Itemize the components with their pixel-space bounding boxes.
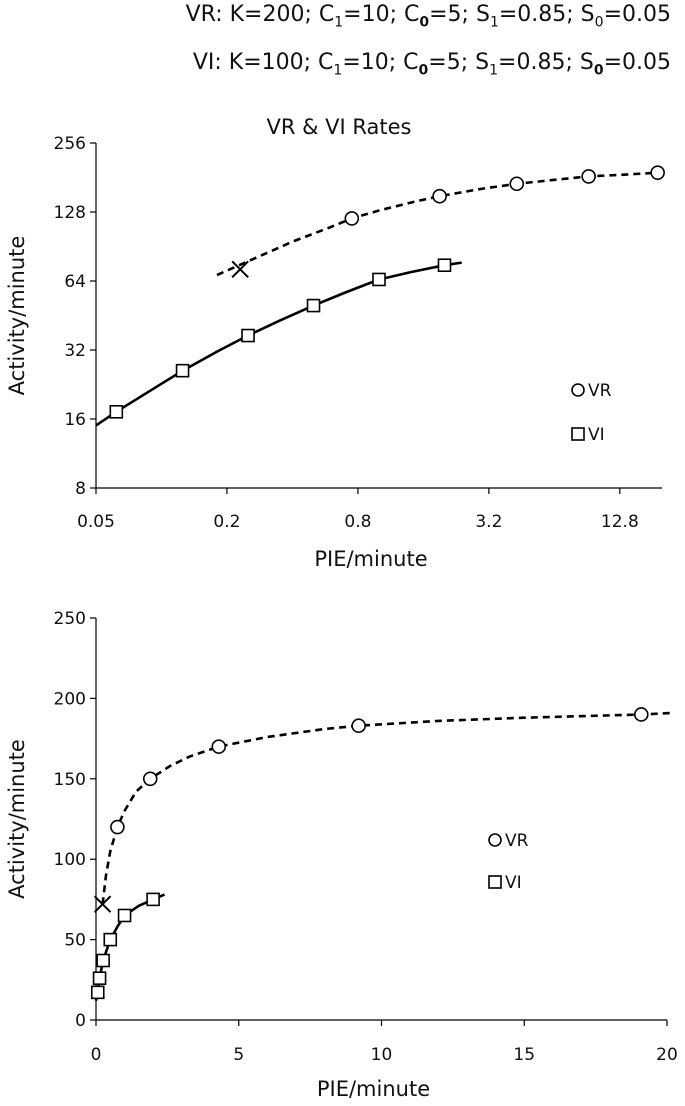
- vi-c1-value: =10; C: [342, 50, 419, 75]
- vr-data-point: [211, 739, 227, 754]
- vi-data-point: [109, 405, 124, 419]
- y-axis-title: Activity/minute: [5, 236, 29, 396]
- vr-fit-curve: [216, 170, 667, 277]
- legend-vr-label: VR: [588, 381, 612, 401]
- x-tick-label: 0.05: [77, 512, 115, 532]
- y-tick-label: 64: [64, 272, 86, 292]
- vi-s1-value: =0.85; S: [498, 50, 594, 75]
- vi-data-point: [241, 328, 255, 343]
- vr-data-point: [110, 819, 125, 835]
- legend-vr-label: VR: [505, 831, 529, 851]
- y-tick-label: 150: [54, 770, 86, 790]
- y-tick-label: 32: [64, 341, 86, 361]
- vi-data-point: [92, 971, 107, 985]
- legend-vi-marker: [488, 875, 502, 889]
- vr-data-point: [142, 771, 158, 787]
- cross-stroke: [231, 260, 249, 278]
- vr-s0-subscript: 0: [594, 14, 604, 31]
- vi-parameters: VI: K=100; C1=10; C0=5; S1=0.85; S0=0.05: [193, 50, 671, 78]
- y-tick-label: 16: [64, 410, 86, 430]
- vr-c0-subscript: 0: [419, 14, 430, 31]
- vi-data-point: [117, 908, 132, 923]
- y-tick-label: 100: [54, 850, 86, 870]
- x-tick-label: 3.2: [475, 512, 502, 532]
- vi-data-point: [372, 272, 386, 287]
- vi-c0-value: =5; S: [428, 50, 490, 75]
- vr-data-point: [509, 176, 525, 192]
- vr-c1-value: =10; C: [343, 2, 420, 27]
- legend-vr-marker: [571, 383, 585, 397]
- vr-data-point: [581, 169, 596, 184]
- vi-data-point: [90, 985, 105, 1000]
- vr-data-point: [344, 211, 360, 226]
- y-axis-title: Activity/minute: [5, 739, 29, 899]
- vr-data-point: [351, 718, 366, 734]
- vr-s1-value: =0.85; S: [498, 2, 595, 27]
- vr-c1-subscript: 1: [334, 14, 344, 31]
- vi-s0-subscript: 0: [593, 62, 604, 79]
- vi-data-point: [437, 258, 452, 273]
- y-tick-label: 0: [75, 1011, 86, 1031]
- legend-vi-marker: [571, 427, 585, 441]
- x-axis-title: PIE/minute: [314, 547, 427, 571]
- y-tick-label: 200: [54, 689, 86, 709]
- legend-vr-marker: [488, 833, 502, 847]
- vi-data-point: [103, 932, 118, 947]
- vr-data-point: [634, 707, 649, 722]
- vr-parameters: VR: K=200; C1=10; C0=5; S1=0.85; S0=0.05: [186, 2, 671, 30]
- vi-s0-value: =0.05: [603, 50, 671, 75]
- y-tick-label: 250: [54, 609, 86, 629]
- vr-data-point: [650, 165, 665, 180]
- vi-data-point: [96, 953, 110, 968]
- cross-marker: [93, 895, 112, 913]
- vr-c0-value: =5; S: [429, 2, 490, 27]
- vi-s1-subscript: 1: [489, 62, 499, 79]
- x-tick-label: 20: [656, 1045, 678, 1065]
- y-tick-label: 256: [54, 134, 86, 154]
- x-tick-label: 10: [371, 1045, 393, 1065]
- x-tick-label: 0.8: [344, 512, 371, 532]
- y-tick-label: 128: [54, 203, 86, 223]
- vr-prefix: VR: K=200; C: [185, 2, 335, 27]
- x-tick-label: 0: [91, 1045, 102, 1065]
- cross-stroke: [93, 895, 112, 913]
- y-tick-label: 8: [75, 479, 86, 499]
- vi-prefix: VI: K=100; C: [192, 50, 334, 75]
- vr-data-point: [432, 188, 447, 204]
- x-tick-label: 15: [513, 1045, 535, 1065]
- x-tick-label: 5: [233, 1045, 244, 1065]
- vr-s0-value: =0.05: [603, 2, 671, 27]
- vi-fit-curve: [95, 261, 462, 427]
- log-log-chart: VR & VI Rates 8 16 32 64 128 256 0.05 0.2 0.8 3.2 1…: [5, 115, 667, 571]
- vi-c1-subscript: 1: [333, 62, 343, 79]
- legend-vi-label: VI: [505, 873, 522, 893]
- chart-title: VR & VI Rates: [266, 115, 411, 139]
- vr-s1-subscript: 1: [489, 14, 499, 31]
- vi-data-point: [175, 363, 190, 378]
- y-tick-label: 50: [64, 931, 86, 951]
- vi-data-point: [146, 892, 160, 907]
- vi-c0-subscript: 0: [418, 62, 429, 79]
- x-tick-label: 12.8: [601, 512, 639, 532]
- x-axis-title: PIE/minute: [317, 1077, 430, 1101]
- vr-fit-curve: [101, 711, 673, 905]
- x-tick-label: 0.2: [213, 512, 240, 532]
- legend-vi-label: VI: [588, 425, 605, 445]
- vi-data-point: [306, 298, 321, 313]
- cross-marker: [231, 260, 249, 278]
